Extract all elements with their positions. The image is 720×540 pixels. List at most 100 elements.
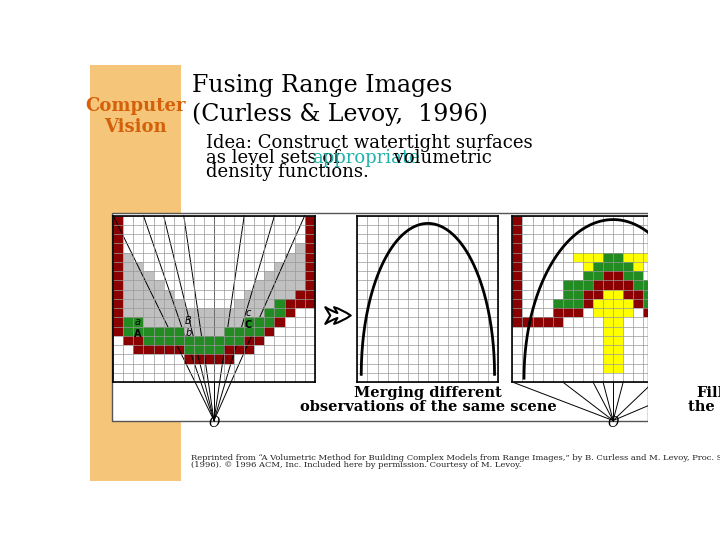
Bar: [244, 318, 254, 327]
Bar: [224, 318, 234, 327]
Bar: [624, 271, 634, 280]
Bar: [613, 271, 624, 280]
Bar: [533, 318, 543, 327]
Bar: [543, 318, 553, 327]
Bar: [603, 345, 613, 354]
Bar: [123, 327, 133, 336]
Bar: [294, 289, 305, 299]
Bar: [163, 318, 174, 327]
Bar: [194, 318, 204, 327]
Bar: [163, 299, 174, 308]
Bar: [704, 318, 714, 327]
Text: the gaps: the gaps: [688, 400, 720, 414]
Bar: [254, 299, 264, 308]
Bar: [644, 289, 654, 299]
Bar: [214, 345, 224, 354]
Bar: [143, 299, 153, 308]
Bar: [194, 345, 204, 354]
Bar: [143, 318, 153, 327]
Bar: [513, 308, 523, 318]
Bar: [613, 354, 624, 363]
Bar: [264, 327, 274, 336]
Bar: [184, 354, 194, 363]
Bar: [133, 299, 143, 308]
Bar: [264, 318, 274, 327]
Bar: [113, 262, 123, 271]
Bar: [284, 262, 294, 271]
Bar: [593, 289, 603, 299]
Bar: [254, 289, 264, 299]
Bar: [143, 280, 153, 289]
Bar: [664, 299, 674, 308]
Bar: [603, 318, 613, 327]
Bar: [254, 336, 264, 345]
Bar: [274, 299, 284, 308]
Text: C: C: [244, 320, 251, 330]
Bar: [613, 262, 624, 271]
Bar: [123, 318, 133, 327]
Bar: [274, 271, 284, 280]
Bar: [593, 253, 603, 262]
Bar: [674, 318, 684, 327]
Bar: [603, 280, 613, 289]
Bar: [704, 280, 714, 289]
Bar: [654, 299, 664, 308]
Bar: [674, 318, 684, 327]
Bar: [583, 271, 593, 280]
Bar: [123, 289, 133, 299]
Bar: [513, 215, 523, 225]
Bar: [224, 354, 234, 363]
Bar: [624, 289, 634, 299]
Bar: [264, 289, 274, 299]
Bar: [143, 336, 153, 345]
Bar: [654, 318, 664, 327]
Text: O: O: [208, 416, 220, 430]
Bar: [163, 308, 174, 318]
Bar: [274, 308, 284, 318]
Bar: [583, 289, 593, 299]
Bar: [244, 327, 254, 336]
Bar: [143, 327, 153, 336]
Bar: [194, 308, 204, 318]
Bar: [305, 271, 315, 280]
Bar: [123, 280, 133, 289]
Text: a: a: [135, 317, 141, 327]
Bar: [274, 289, 284, 299]
Bar: [224, 327, 234, 336]
Bar: [305, 225, 315, 234]
Bar: [113, 289, 123, 299]
Bar: [194, 354, 204, 363]
Bar: [603, 271, 613, 280]
Bar: [254, 327, 264, 336]
Bar: [274, 308, 284, 318]
Bar: [704, 215, 714, 225]
Bar: [184, 308, 194, 318]
Bar: [284, 271, 294, 280]
Bar: [194, 345, 204, 354]
Bar: [214, 308, 224, 318]
Bar: [113, 308, 123, 318]
Bar: [113, 318, 123, 327]
Bar: [593, 289, 603, 299]
Bar: [143, 336, 153, 345]
Bar: [254, 318, 264, 327]
Bar: [305, 253, 315, 262]
Bar: [644, 299, 654, 308]
Bar: [194, 345, 204, 354]
Bar: [573, 299, 583, 308]
Bar: [694, 215, 704, 225]
Bar: [153, 336, 163, 345]
Bar: [123, 262, 133, 271]
Bar: [113, 318, 123, 327]
Bar: [593, 271, 603, 280]
Bar: [153, 345, 163, 354]
Bar: [194, 327, 204, 336]
Bar: [133, 345, 143, 354]
Bar: [634, 289, 644, 299]
Bar: [593, 271, 603, 280]
Bar: [234, 345, 244, 354]
Bar: [305, 280, 315, 289]
Bar: [644, 253, 654, 262]
Bar: [603, 262, 613, 271]
Bar: [704, 289, 714, 299]
